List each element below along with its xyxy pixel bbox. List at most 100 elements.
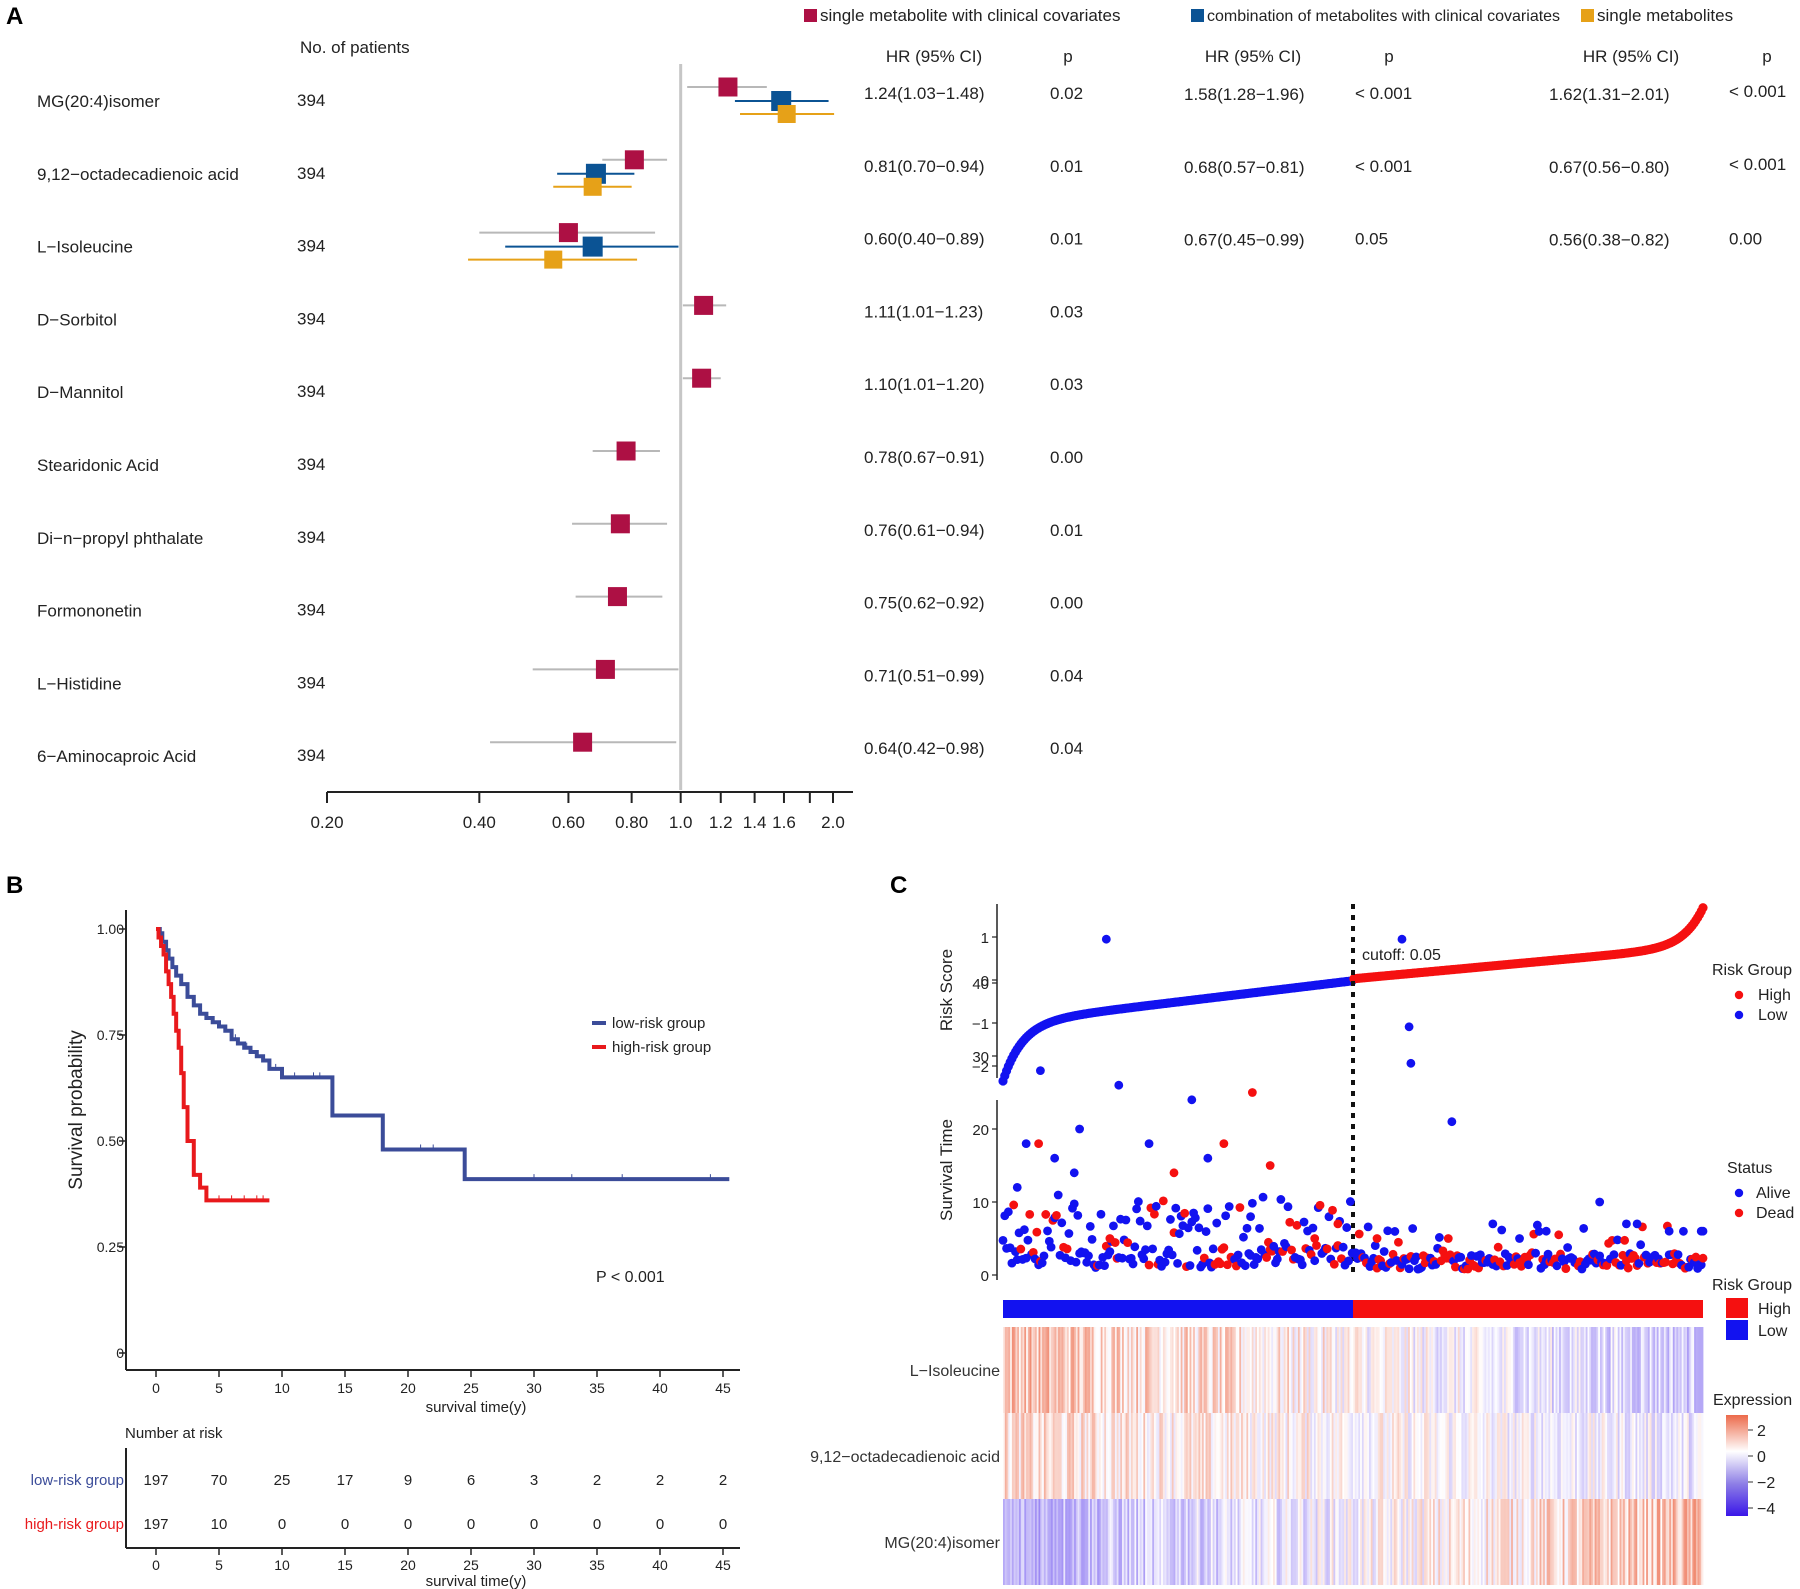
heatmap-cell (1098, 1499, 1102, 1585)
hr-marker (558, 223, 578, 243)
survival-status-point (1064, 1229, 1074, 1238)
row-name: Stearidonic Acid (37, 456, 159, 475)
heatmap-cell (1420, 1327, 1423, 1413)
legend-label-1: single metabolite with clinical covariat… (820, 6, 1120, 25)
heatmap-cell (1109, 1327, 1112, 1413)
heatmap-cell (1225, 1413, 1228, 1499)
hr-marker (694, 295, 714, 315)
heatmap-cell (1512, 1413, 1516, 1499)
status-y-tick-label: 0 (981, 1268, 989, 1285)
heatmap-cell (1201, 1327, 1205, 1413)
heatmap-cell (1262, 1327, 1265, 1413)
heatmap-cell (1299, 1413, 1302, 1499)
heatmap-cell (1255, 1413, 1258, 1499)
heatmap-cell (1356, 1499, 1359, 1585)
heatmap-cell (1063, 1413, 1066, 1499)
heatmap-cell (1129, 1413, 1132, 1499)
heatmap-cell (1628, 1327, 1631, 1413)
km-y-tick-label: 0.50 (97, 1133, 124, 1149)
heatmap-cell (1411, 1327, 1414, 1413)
heatmap-cell (1278, 1413, 1281, 1499)
heatmap-cell (1159, 1327, 1162, 1413)
heatmap-cell (1082, 1327, 1086, 1413)
heatmap-cell (1468, 1413, 1471, 1499)
heatmap-cell (1301, 1413, 1304, 1499)
heatmap-cell (1404, 1413, 1407, 1499)
heatmap-cell (1145, 1327, 1148, 1413)
heatmap-cell (1605, 1499, 1608, 1585)
row-hr-text: 1.11(1.01−1.23) (864, 302, 983, 321)
heatmap-cell (1651, 1327, 1654, 1413)
heatmap-cell (1329, 1413, 1333, 1499)
heatmap-cell (1052, 1499, 1055, 1585)
heatmap-cell (1592, 1413, 1596, 1499)
survival-status-point (1032, 1227, 1042, 1237)
heatmap-cell (1447, 1499, 1450, 1585)
heatmap-cell (1440, 1327, 1443, 1413)
heatmap-cell (1651, 1499, 1654, 1585)
heatmap-cell (1116, 1413, 1119, 1499)
risk-count: 0 (278, 1516, 286, 1533)
heatmap-cell (1685, 1327, 1688, 1413)
heatmap-cell (1701, 1327, 1704, 1413)
heatmap-cell (1669, 1499, 1672, 1585)
survival-status-point (998, 1235, 1008, 1245)
heatmap-cell (1384, 1413, 1388, 1499)
heatmap-cell (1193, 1327, 1196, 1413)
survival-status-point (1691, 1252, 1701, 1262)
heatmap-cell (1233, 1413, 1237, 1499)
heatmap-cell (1024, 1327, 1027, 1413)
heatmap-cell (1154, 1499, 1157, 1585)
heatmap-cell (1667, 1413, 1670, 1499)
survival-status-point (1493, 1242, 1503, 1252)
heatmap-cell (1534, 1327, 1537, 1413)
heatmap-cell (1495, 1499, 1498, 1585)
heatmap-cell (1276, 1499, 1279, 1585)
row-p-value: < 0.001 (1355, 84, 1412, 103)
heatmap-cell (1109, 1499, 1112, 1585)
heatmap-cell (1607, 1327, 1610, 1413)
heatmap-cell (1070, 1413, 1073, 1499)
row-p-value: 0.00 (1050, 594, 1083, 613)
heatmap-cell (1148, 1327, 1151, 1413)
heatmap-cell (1662, 1413, 1665, 1499)
heatmap-cell (1491, 1499, 1494, 1585)
group-bar-high (1353, 1300, 1703, 1318)
heatmap-cell (1123, 1327, 1126, 1413)
heatmap-cell (1269, 1413, 1272, 1499)
survival-status-point (1100, 1261, 1109, 1271)
heatmap-cell (1107, 1327, 1110, 1413)
heatmap-cell (1539, 1413, 1542, 1499)
heatmap-cell (1504, 1413, 1507, 1499)
heatmap-cell (1262, 1499, 1265, 1585)
heatmap-cell (1564, 1499, 1567, 1585)
group-legend-swatch (1726, 1320, 1748, 1340)
heatmap-cell (1580, 1499, 1583, 1585)
survival-status-point (1046, 1242, 1056, 1252)
heatmap-cell (1184, 1499, 1187, 1585)
heatmap-cell (1631, 1327, 1635, 1413)
heatmap-cell (1553, 1327, 1556, 1413)
heatmap-cell (1152, 1327, 1155, 1413)
heatmap-cell (1054, 1327, 1057, 1413)
heatmap-row-label: MG(20:4)isomer (884, 1535, 1000, 1552)
heatmap-cell (1015, 1327, 1018, 1413)
row-p-value: 0.00 (1050, 448, 1083, 467)
heatmap-cell (1326, 1327, 1329, 1413)
heatmap-cell (1488, 1413, 1491, 1499)
heatmap-cell (1605, 1327, 1608, 1413)
heatmap-cell (1697, 1413, 1700, 1499)
heatmap-cell (1413, 1327, 1416, 1413)
row-hr-text: 0.68(0.57−0.81) (1184, 158, 1305, 177)
heatmap-cell (1184, 1327, 1187, 1413)
heatmap-cell (1299, 1327, 1302, 1413)
heatmap-cell (1498, 1413, 1501, 1499)
heatmap-cell (1207, 1499, 1210, 1585)
heatmap-cell (1587, 1499, 1590, 1585)
survival-status-point (1661, 1257, 1670, 1267)
survival-status-point (1411, 1252, 1421, 1262)
heatmap-cell (1082, 1499, 1086, 1585)
heatmap-cell (1649, 1327, 1652, 1413)
risk-score-point (1698, 903, 1708, 913)
row-n: 394 (297, 309, 325, 328)
